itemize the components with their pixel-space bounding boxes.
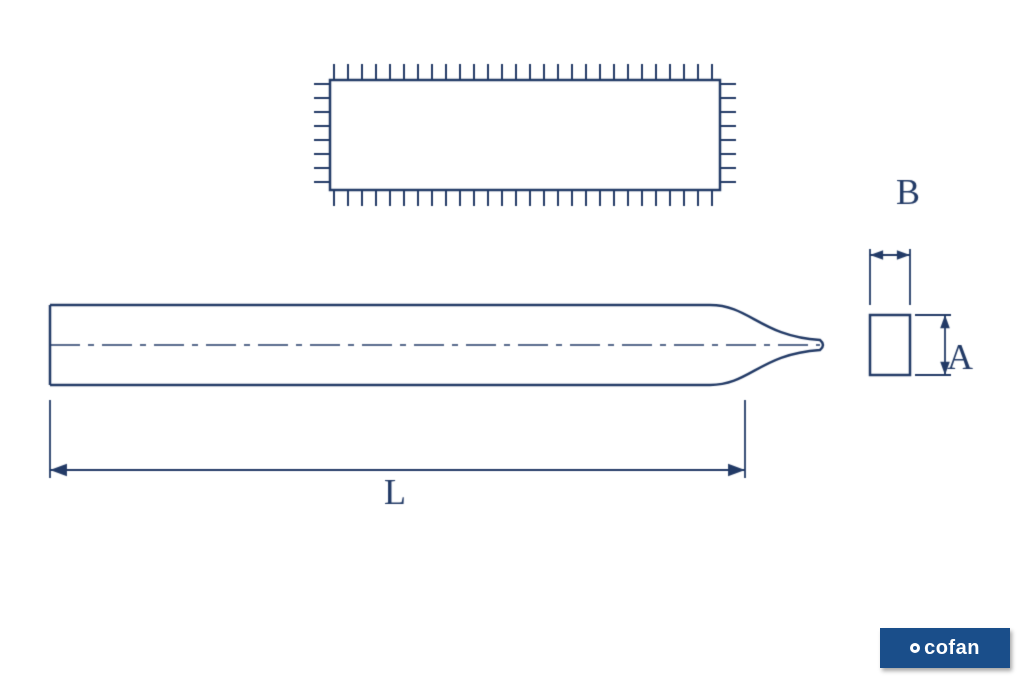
logo-dot-icon: [910, 643, 920, 653]
brand-logo: cofan: [880, 628, 1010, 668]
technical-drawing: [0, 0, 1024, 682]
logo-text: cofan: [924, 637, 980, 660]
